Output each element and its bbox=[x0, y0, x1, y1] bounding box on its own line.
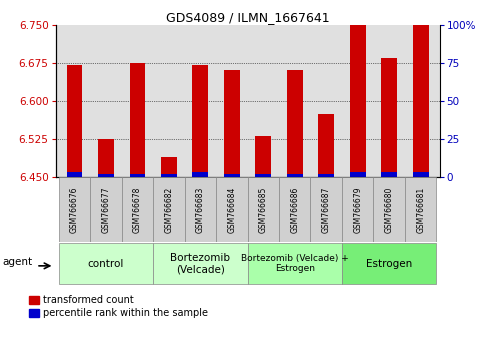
Text: agent: agent bbox=[3, 257, 33, 267]
Bar bbox=[413, 25, 428, 177]
Bar bbox=[287, 70, 303, 177]
Bar bbox=[98, 175, 114, 177]
FancyBboxPatch shape bbox=[248, 177, 279, 242]
Bar bbox=[287, 175, 303, 177]
Bar bbox=[161, 157, 177, 177]
FancyBboxPatch shape bbox=[342, 177, 373, 242]
FancyBboxPatch shape bbox=[59, 243, 153, 284]
Bar bbox=[129, 63, 145, 177]
Legend: transformed count, percentile rank within the sample: transformed count, percentile rank withi… bbox=[29, 295, 208, 318]
FancyBboxPatch shape bbox=[153, 243, 248, 284]
Bar bbox=[256, 136, 271, 177]
Text: Estrogen: Estrogen bbox=[366, 259, 412, 269]
FancyBboxPatch shape bbox=[279, 177, 311, 242]
Bar bbox=[318, 175, 334, 177]
Text: GSM766680: GSM766680 bbox=[384, 187, 394, 233]
Bar bbox=[381, 58, 397, 177]
Bar bbox=[67, 172, 82, 177]
Text: GSM766681: GSM766681 bbox=[416, 187, 425, 233]
Text: GSM766687: GSM766687 bbox=[322, 187, 331, 233]
Title: GDS4089 / ILMN_1667641: GDS4089 / ILMN_1667641 bbox=[166, 11, 329, 24]
Text: GSM766677: GSM766677 bbox=[101, 187, 111, 233]
Bar bbox=[381, 172, 397, 177]
Bar bbox=[413, 172, 428, 177]
Text: GSM766683: GSM766683 bbox=[196, 187, 205, 233]
FancyBboxPatch shape bbox=[90, 177, 122, 242]
Text: Bortezomib (Velcade) +
Estrogen: Bortezomib (Velcade) + Estrogen bbox=[241, 254, 349, 273]
Text: GSM766682: GSM766682 bbox=[164, 187, 173, 233]
FancyBboxPatch shape bbox=[311, 177, 342, 242]
Text: Bortezomib
(Velcade): Bortezomib (Velcade) bbox=[170, 253, 230, 275]
Bar bbox=[161, 175, 177, 177]
Text: GSM766686: GSM766686 bbox=[290, 187, 299, 233]
FancyBboxPatch shape bbox=[59, 177, 90, 242]
FancyBboxPatch shape bbox=[248, 243, 342, 284]
FancyBboxPatch shape bbox=[185, 177, 216, 242]
Text: GSM766676: GSM766676 bbox=[70, 187, 79, 233]
Bar bbox=[350, 25, 366, 177]
Bar bbox=[129, 175, 145, 177]
FancyBboxPatch shape bbox=[342, 243, 436, 284]
FancyBboxPatch shape bbox=[216, 177, 248, 242]
FancyBboxPatch shape bbox=[405, 177, 436, 242]
Bar bbox=[318, 114, 334, 177]
Text: GSM766678: GSM766678 bbox=[133, 187, 142, 233]
Bar bbox=[350, 172, 366, 177]
Bar bbox=[192, 65, 208, 177]
Text: control: control bbox=[88, 259, 124, 269]
Bar bbox=[256, 175, 271, 177]
Bar bbox=[98, 139, 114, 177]
Bar bbox=[67, 65, 82, 177]
Bar bbox=[192, 172, 208, 177]
Bar bbox=[224, 175, 240, 177]
FancyBboxPatch shape bbox=[153, 177, 185, 242]
Text: GSM766684: GSM766684 bbox=[227, 187, 236, 233]
Bar bbox=[224, 70, 240, 177]
Text: GSM766679: GSM766679 bbox=[353, 187, 362, 233]
FancyBboxPatch shape bbox=[122, 177, 153, 242]
FancyBboxPatch shape bbox=[373, 177, 405, 242]
Text: GSM766685: GSM766685 bbox=[259, 187, 268, 233]
